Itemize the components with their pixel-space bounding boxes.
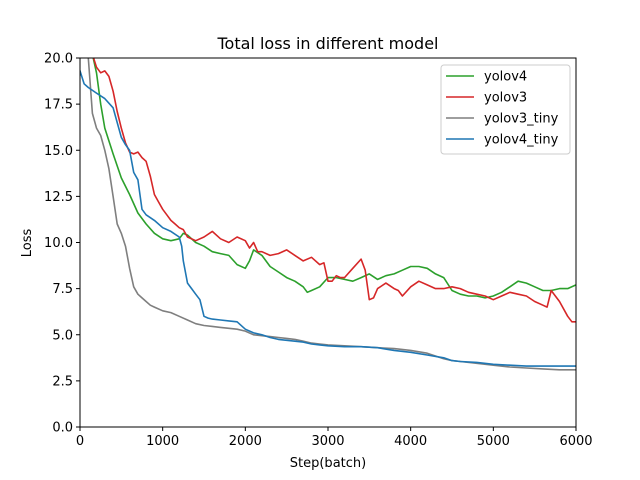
series-line-yolov4 — [92, 58, 576, 299]
x-tick-label: 4000 — [394, 434, 427, 449]
legend: yolov4 yolov3 yolov3_tiny yolov4_tiny — [440, 64, 571, 155]
x-tick-label: 3000 — [311, 434, 344, 449]
x-tick-label: 1000 — [146, 434, 179, 449]
x-tick-label: 2000 — [229, 434, 262, 449]
y-tick-label: 2.5 — [52, 374, 73, 389]
y-tick-label: 17.5 — [44, 98, 73, 113]
x-tick-label: 0 — [76, 434, 84, 449]
y-tick-label: 7.5 — [52, 282, 73, 297]
legend-label-yolov3_tiny: yolov3_tiny — [484, 112, 559, 127]
y-tick-label: 12.5 — [44, 190, 73, 205]
legend-label-yolov3: yolov3 — [484, 91, 527, 106]
legend-label-yolov4: yolov4 — [484, 70, 527, 85]
series-line-yolov4_tiny — [80, 69, 576, 367]
y-tick-label: 15.0 — [44, 144, 73, 159]
y-tick-label: 0.0 — [52, 421, 73, 436]
legend-label-yolov4_tiny: yolov4_tiny — [484, 133, 559, 148]
chart-title: Total loss in different model — [217, 34, 439, 53]
y-tick-label: 5.0 — [52, 328, 73, 343]
plot-area — [80, 58, 576, 371]
x-axis-title: Step(batch) — [290, 456, 366, 471]
y-tick-label: 10.0 — [44, 236, 73, 251]
x-tick-label: 6000 — [559, 434, 592, 449]
axes: 0 1000 2000 3000 4000 5000 6000 0.0 2.5 5.0 7.5 10.… — [44, 52, 593, 450]
series-line-yolov3 — [92, 58, 576, 323]
y-axis-title: Loss — [20, 229, 35, 258]
legend-box — [440, 64, 571, 155]
y-tick-label: 20.0 — [44, 52, 73, 67]
x-tick-label: 5000 — [477, 434, 510, 449]
